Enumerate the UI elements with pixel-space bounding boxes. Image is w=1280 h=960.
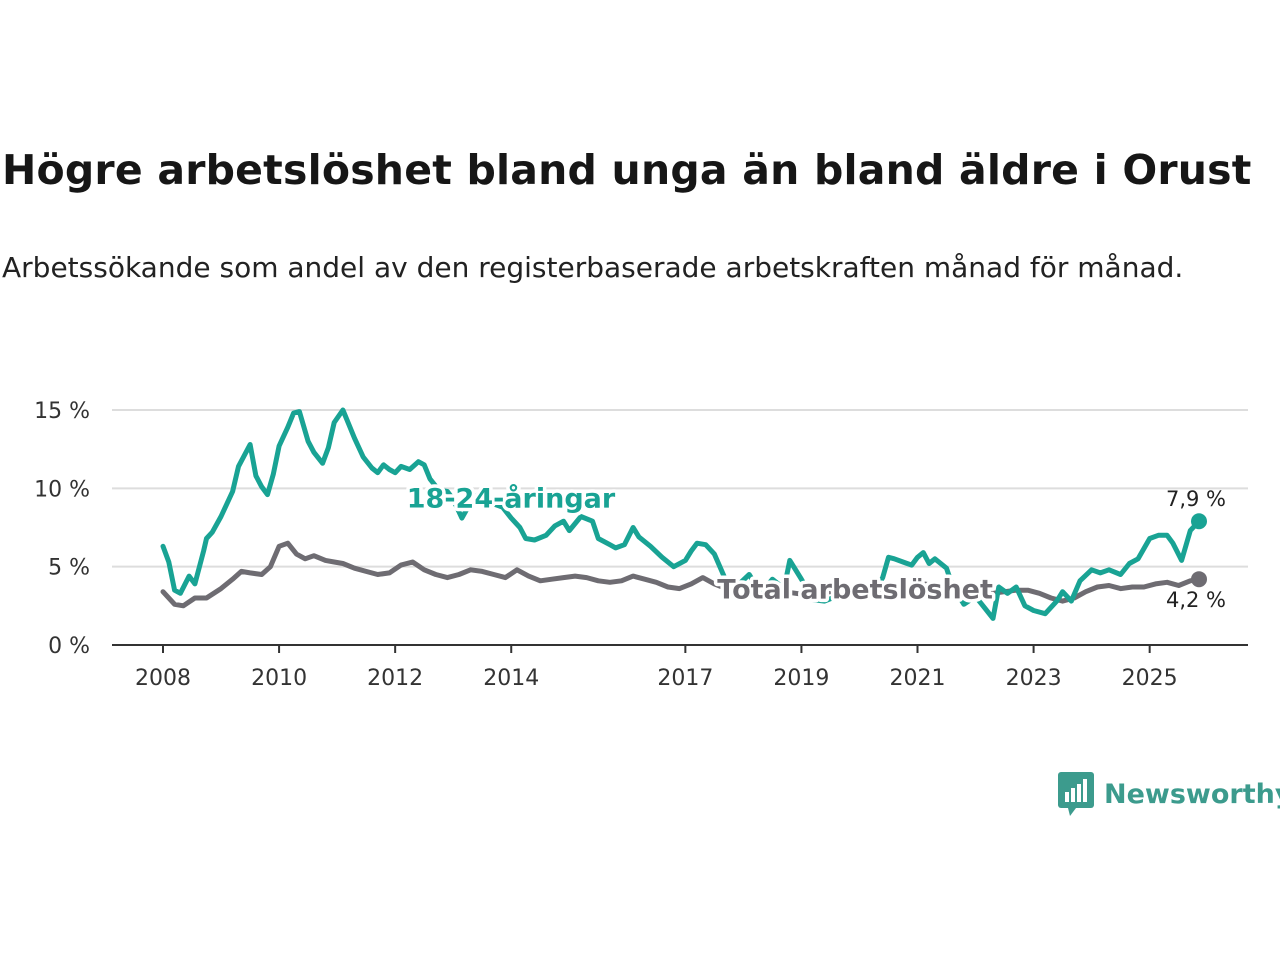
end-point-total [1191,571,1207,588]
x-axis-labels: 2008 2010 2012 2014 2017 2019 2021 2023 2025 [135,666,1178,691]
y-tick-label: 5 % [48,556,90,581]
newsworthy-logo: Newsworthy [1058,772,1280,816]
chart-title: Högre arbetslöshet bland unga än bland ä… [2,146,1252,194]
x-tick-label: 2023 [1006,666,1062,691]
line-chart: 0 %5 %10 %15 % 2008 2010 2012 2014 2017 2019 2… [34,399,1248,691]
chart-subtitle: Arbetssökande som andel av den registerb… [2,251,1184,284]
x-tick-label: 2008 [135,666,191,691]
end-label-total: 4,2 % [1166,588,1226,612]
x-tick-label: 2012 [367,666,423,691]
x-tick-label: 2021 [890,666,946,691]
y-tick-label: 15 % [34,399,90,424]
x-tick-label: 2017 [657,666,713,691]
y-axis-labels: 0 % 5 % 10 % 15 % [34,399,90,659]
series-labels: 7,9 % 4,2 % 18-24-åringar Total arbetslöshe… [403,479,1226,612]
grid-lines [112,409,1248,568]
series-lines [160,407,1207,621]
series-label-youth: 18-24-åringar [407,482,616,514]
chart-logo-icon [1058,772,1094,816]
x-tick-label: 2010 [251,666,307,691]
x-tick-label: 2014 [483,666,539,691]
x-tick-label: 2025 [1122,666,1178,691]
x-axis [112,644,1248,653]
x-tick-label: 2019 [773,666,829,691]
y-tick-label: 0 % [48,634,90,659]
series-label-total: Total arbetslöshet [717,575,993,606]
end-point-youth [1191,513,1207,530]
brand-name: Newsworthy [1104,778,1280,810]
y-tick-label: 10 % [34,477,90,502]
series-line-youth [160,407,1202,621]
end-label-youth: 7,9 % [1166,487,1226,511]
series-line-total [160,540,1202,609]
